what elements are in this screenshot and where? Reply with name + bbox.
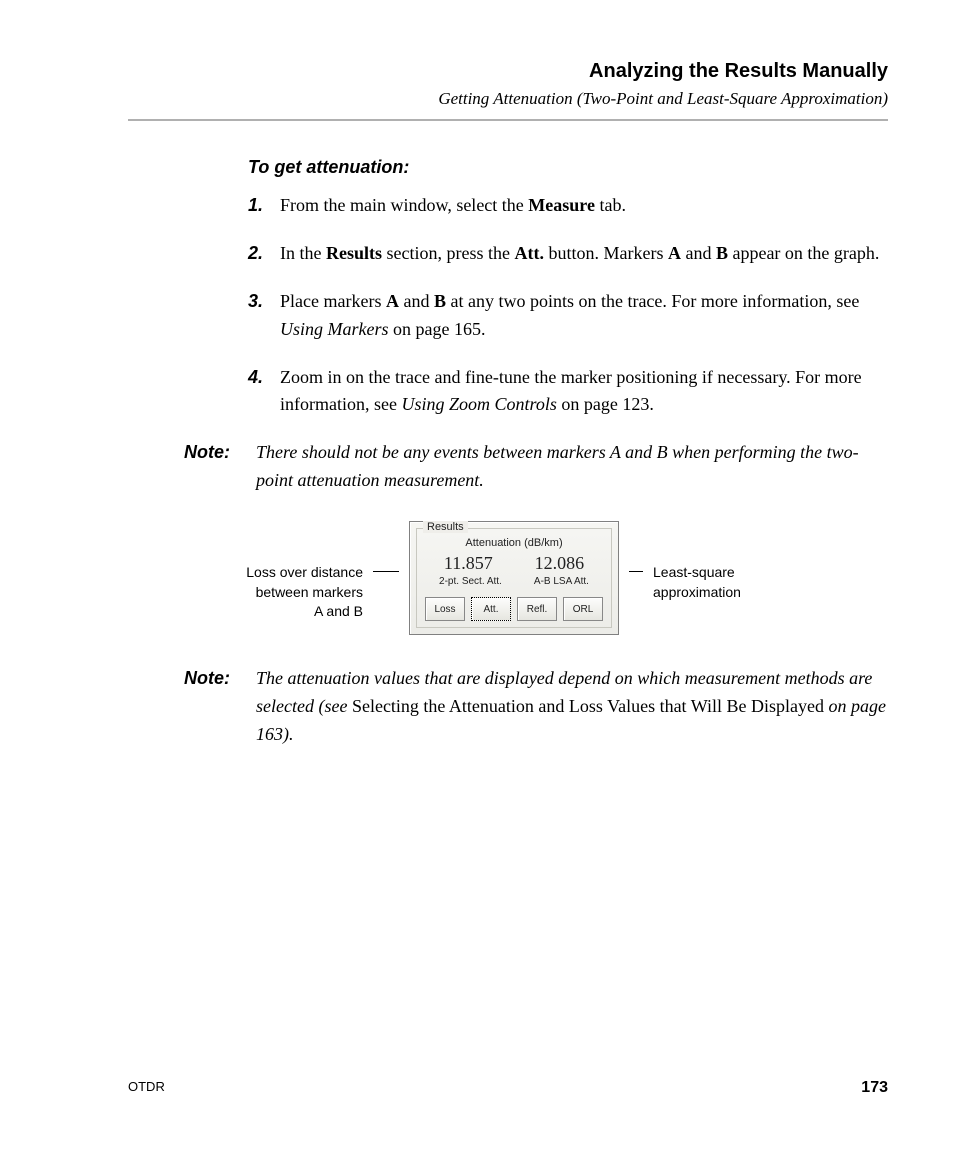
attenuation-header: Attenuation (dB/km)	[423, 537, 605, 549]
page-title: Analyzing the Results Manually	[128, 60, 888, 83]
attenuation-values: 11.857 12.086	[423, 553, 605, 574]
att-button[interactable]: Att.	[471, 597, 511, 621]
step-number: 3.	[248, 288, 266, 344]
results-figure: Loss over distance between markers A and…	[128, 521, 888, 635]
leader-line-left	[373, 571, 399, 572]
callout-right: Least-square approximation	[653, 563, 793, 602]
step-body: Place markers A and B at any two points …	[280, 288, 888, 344]
value-sublabels: 2-pt. Sect. Att. A-B LSA Att.	[423, 576, 605, 587]
page-subtitle: Getting Attenuation (Two-Point and Least…	[128, 89, 888, 109]
callout-left: Loss over distance between markers A and…	[223, 563, 363, 622]
step-2: 2. In the Results section, press the Att…	[248, 240, 888, 268]
note-label: Note:	[184, 665, 238, 749]
procedure-lead: To get attenuation:	[248, 157, 888, 178]
note-2: Note: The attenuation values that are di…	[184, 665, 888, 749]
refl-button[interactable]: Refl.	[517, 597, 557, 621]
sublabel-lsa: A-B LSA Att.	[534, 576, 589, 587]
results-button-row: Loss Att. Refl. ORL	[423, 597, 605, 621]
step-body: From the main window, select the Measure…	[280, 192, 888, 220]
footer-product: OTDR	[128, 1079, 165, 1097]
group-title: Results	[423, 521, 468, 533]
value-2pt: 11.857	[444, 553, 493, 574]
step-4: 4. Zoom in on the trace and fine-tune th…	[248, 364, 888, 420]
note-body: There should not be any events between m…	[256, 439, 888, 495]
step-number: 2.	[248, 240, 266, 268]
step-1: 1. From the main window, select the Meas…	[248, 192, 888, 220]
step-3: 3. Place markers A and B at any two poin…	[248, 288, 888, 344]
note-body: The attenuation values that are displaye…	[256, 665, 888, 749]
loss-button[interactable]: Loss	[425, 597, 465, 621]
step-body: Zoom in on the trace and fine-tune the m…	[280, 364, 888, 420]
orl-button[interactable]: ORL	[563, 597, 603, 621]
page-footer: OTDR 173	[128, 1079, 888, 1097]
results-group: Results Attenuation (dB/km) 11.857 12.08…	[416, 528, 612, 628]
step-number: 4.	[248, 364, 266, 420]
step-body: In the Results section, press the Att. b…	[280, 240, 888, 268]
sublabel-2pt: 2-pt. Sect. Att.	[439, 576, 502, 587]
note-1: Note: There should not be any events bet…	[184, 439, 888, 495]
value-lsa: 12.086	[535, 553, 585, 574]
page-number: 173	[861, 1079, 888, 1097]
note-label: Note:	[184, 439, 238, 495]
step-number: 1.	[248, 192, 266, 220]
results-panel: Results Attenuation (dB/km) 11.857 12.08…	[409, 521, 619, 635]
procedure-steps: 1. From the main window, select the Meas…	[248, 192, 888, 419]
header-rule	[128, 119, 888, 121]
leader-line-right	[629, 571, 643, 572]
